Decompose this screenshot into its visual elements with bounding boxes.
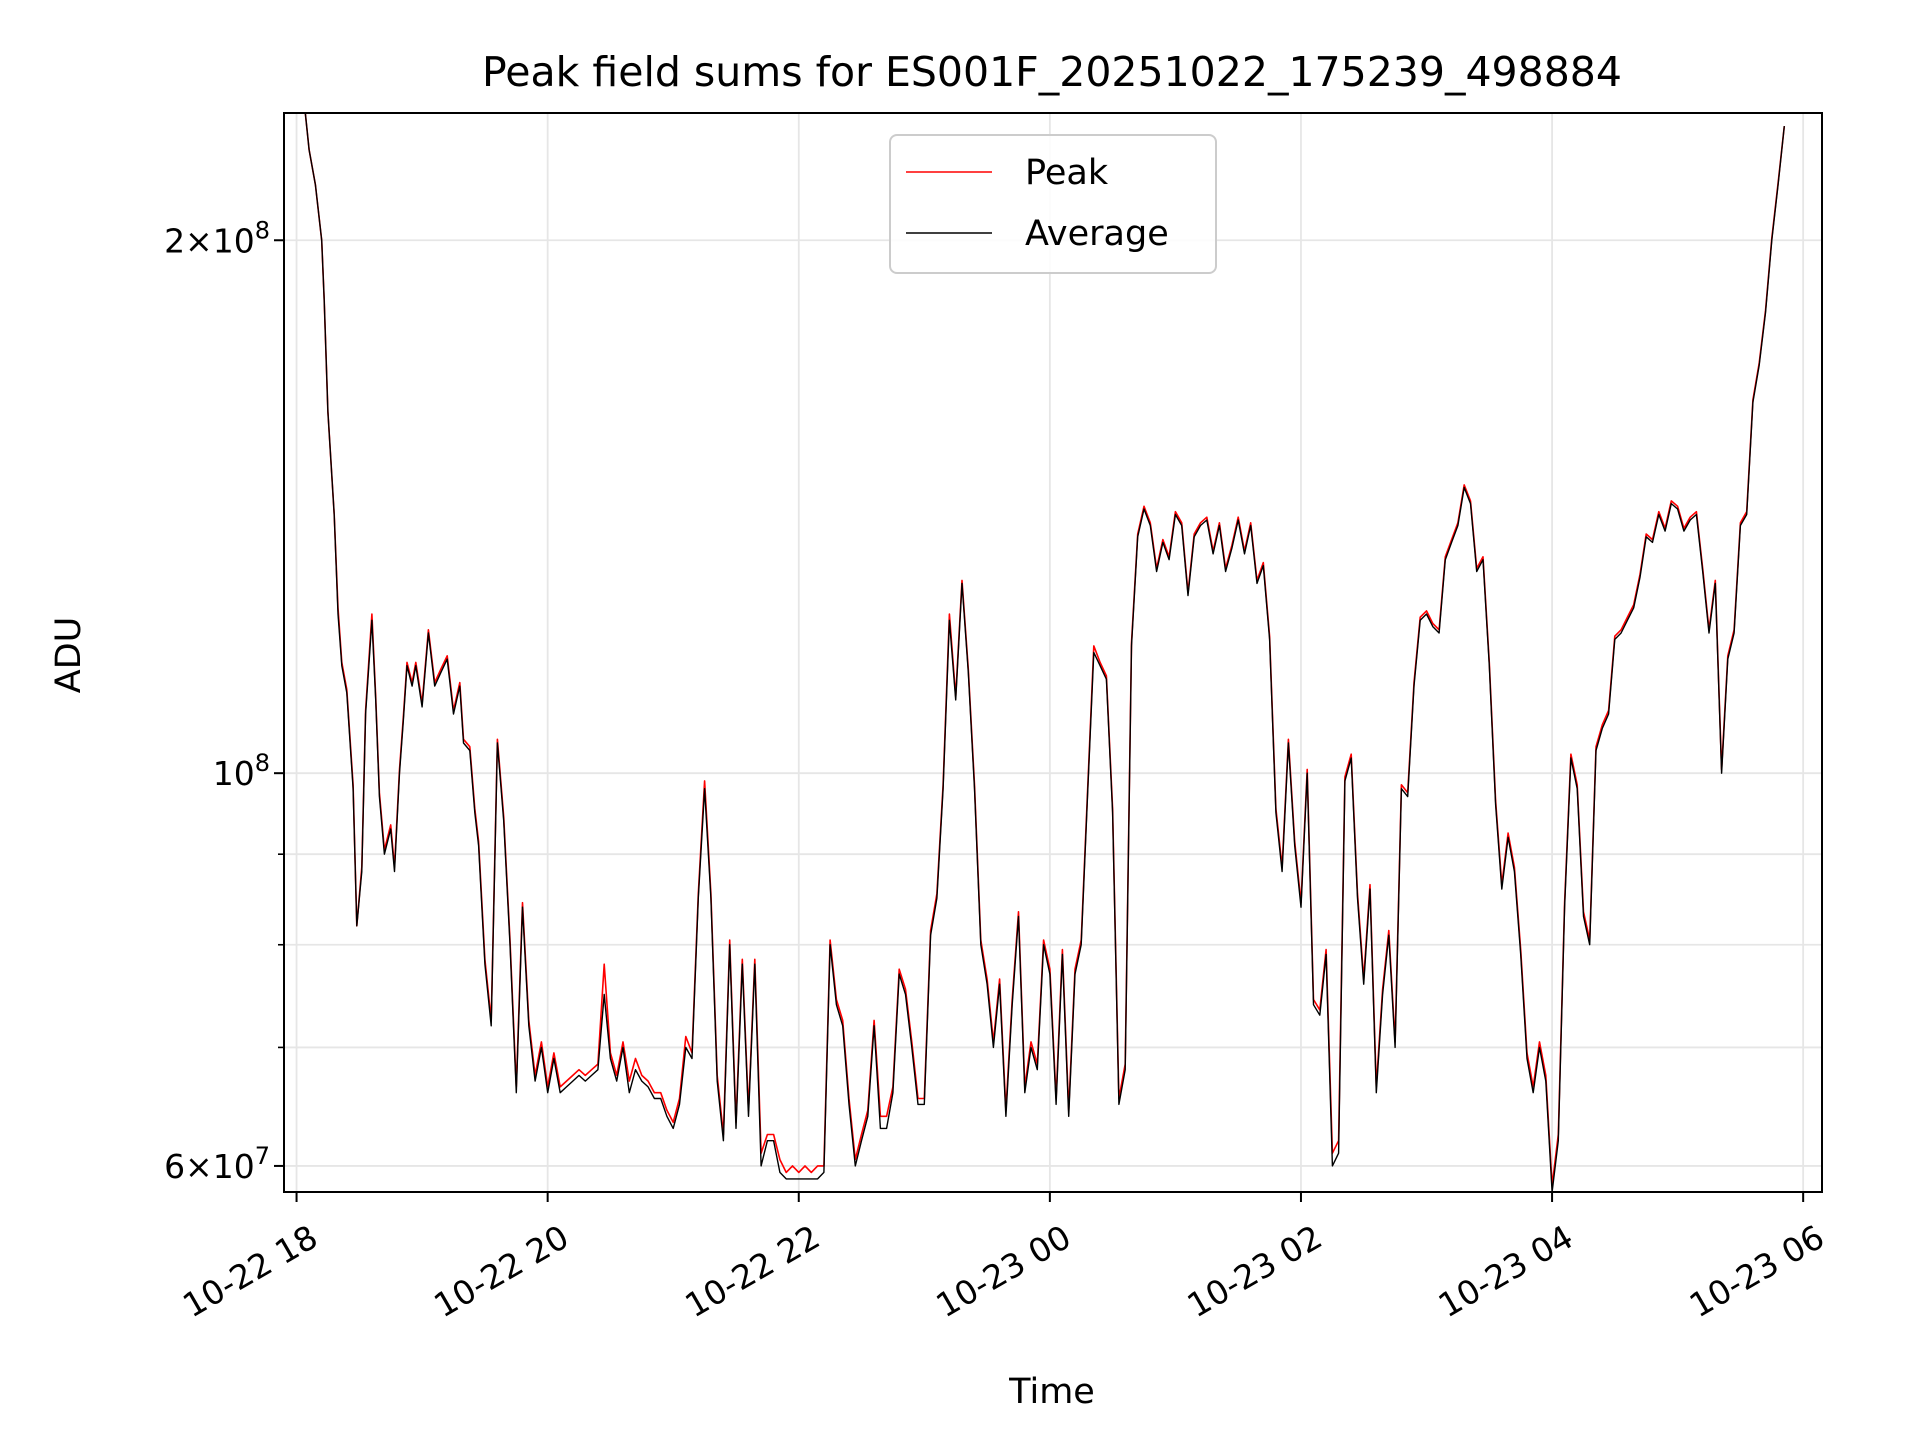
legend-box: [889, 134, 1217, 274]
series-line-average: [304, 113, 1785, 1192]
plot-area-frame: [283, 112, 1823, 1193]
y-axis: 6×107 108 2×108: [164, 216, 284, 1186]
y-axis-label: ADU: [49, 617, 89, 694]
x-axis-label: Time: [1008, 1372, 1095, 1412]
y-tick-label: 2×108: [164, 216, 270, 260]
legend: Peak Average: [889, 134, 1217, 274]
y-tick-label: 6×107: [164, 1142, 270, 1186]
chart-title: Peak field sums for ES001F_20251022_1752…: [482, 48, 1622, 96]
legend-label-average: Average: [1025, 214, 1169, 254]
legend-label-peak: Peak: [1025, 153, 1109, 193]
y-tick-label: 108: [213, 749, 270, 793]
